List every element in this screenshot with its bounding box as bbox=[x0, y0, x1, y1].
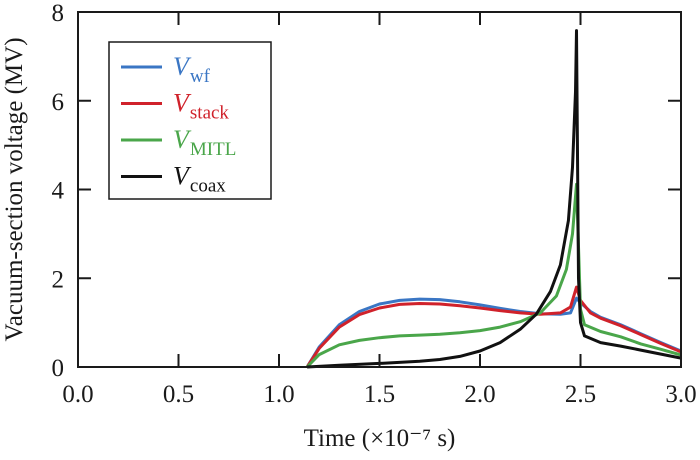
y-tick-label: 4 bbox=[52, 178, 65, 205]
legend-label-coax: Vcoax bbox=[173, 162, 226, 197]
x-tick-label: 1.0 bbox=[263, 381, 294, 408]
legend-label-mitl: VMITL bbox=[173, 125, 236, 160]
series-line-coax bbox=[307, 29, 682, 369]
x-tick-label: 0.5 bbox=[163, 381, 194, 408]
ticks-layer: 0.0 0.5 1.0 1.5 2.0 2.5 3.0 0 2 4 6 8 bbox=[52, 0, 697, 408]
series-line-stack bbox=[305, 285, 682, 368]
x-tick-label: 0.0 bbox=[62, 381, 93, 408]
x-tick-label: 2.0 bbox=[464, 381, 495, 408]
x-axis-label: Time (×10⁻⁷ s) bbox=[304, 425, 456, 452]
legend-label-stack: Vstack bbox=[173, 89, 229, 124]
x-tick-label: 3.0 bbox=[665, 381, 696, 408]
y-tick-label: 0 bbox=[52, 355, 65, 382]
x-tick-label: 1.5 bbox=[364, 381, 395, 408]
y-tick-label: 2 bbox=[52, 266, 65, 293]
y-tick-label: 6 bbox=[52, 89, 65, 116]
y-tick-label: 8 bbox=[52, 0, 65, 27]
series-layer bbox=[305, 29, 682, 369]
series-line-mitl bbox=[306, 182, 682, 369]
legend-label-wf: Vwf bbox=[173, 52, 211, 87]
y-axis-label: Vacuum-section voltage (MV) bbox=[1, 37, 28, 341]
x-tick-label: 2.5 bbox=[565, 381, 596, 408]
